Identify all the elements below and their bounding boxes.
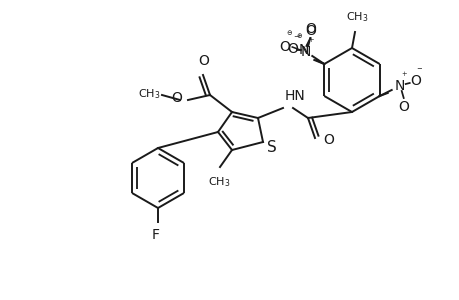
Text: F: F [151, 228, 160, 242]
Text: O: O [304, 22, 315, 36]
Text: $^{-}$: $^{-}$ [415, 66, 422, 76]
Text: $^{\ominus}$: $^{\ominus}$ [285, 30, 293, 40]
Text: CH$_3$: CH$_3$ [207, 175, 230, 189]
Text: O: O [409, 74, 420, 88]
Text: O: O [279, 40, 290, 54]
Text: $^{\oplus}$: $^{\oplus}$ [295, 33, 302, 43]
Text: N: N [301, 45, 311, 59]
Text: O: O [198, 54, 209, 68]
Text: CH$_3$: CH$_3$ [345, 10, 368, 24]
Text: O: O [322, 133, 333, 147]
Text: $^{+}$: $^{+}$ [307, 37, 314, 47]
Text: O: O [304, 24, 315, 38]
Text: CH$_3$: CH$_3$ [137, 87, 160, 101]
Text: N: N [298, 43, 309, 57]
Text: $^{+}$: $^{+}$ [400, 71, 407, 81]
Text: O: O [286, 42, 297, 56]
Text: O: O [397, 100, 408, 114]
Text: HN: HN [285, 89, 305, 103]
Text: N: N [394, 79, 404, 93]
Text: $^{-}$: $^{-}$ [292, 34, 299, 44]
Text: S: S [267, 140, 276, 154]
Text: O: O [171, 91, 182, 105]
